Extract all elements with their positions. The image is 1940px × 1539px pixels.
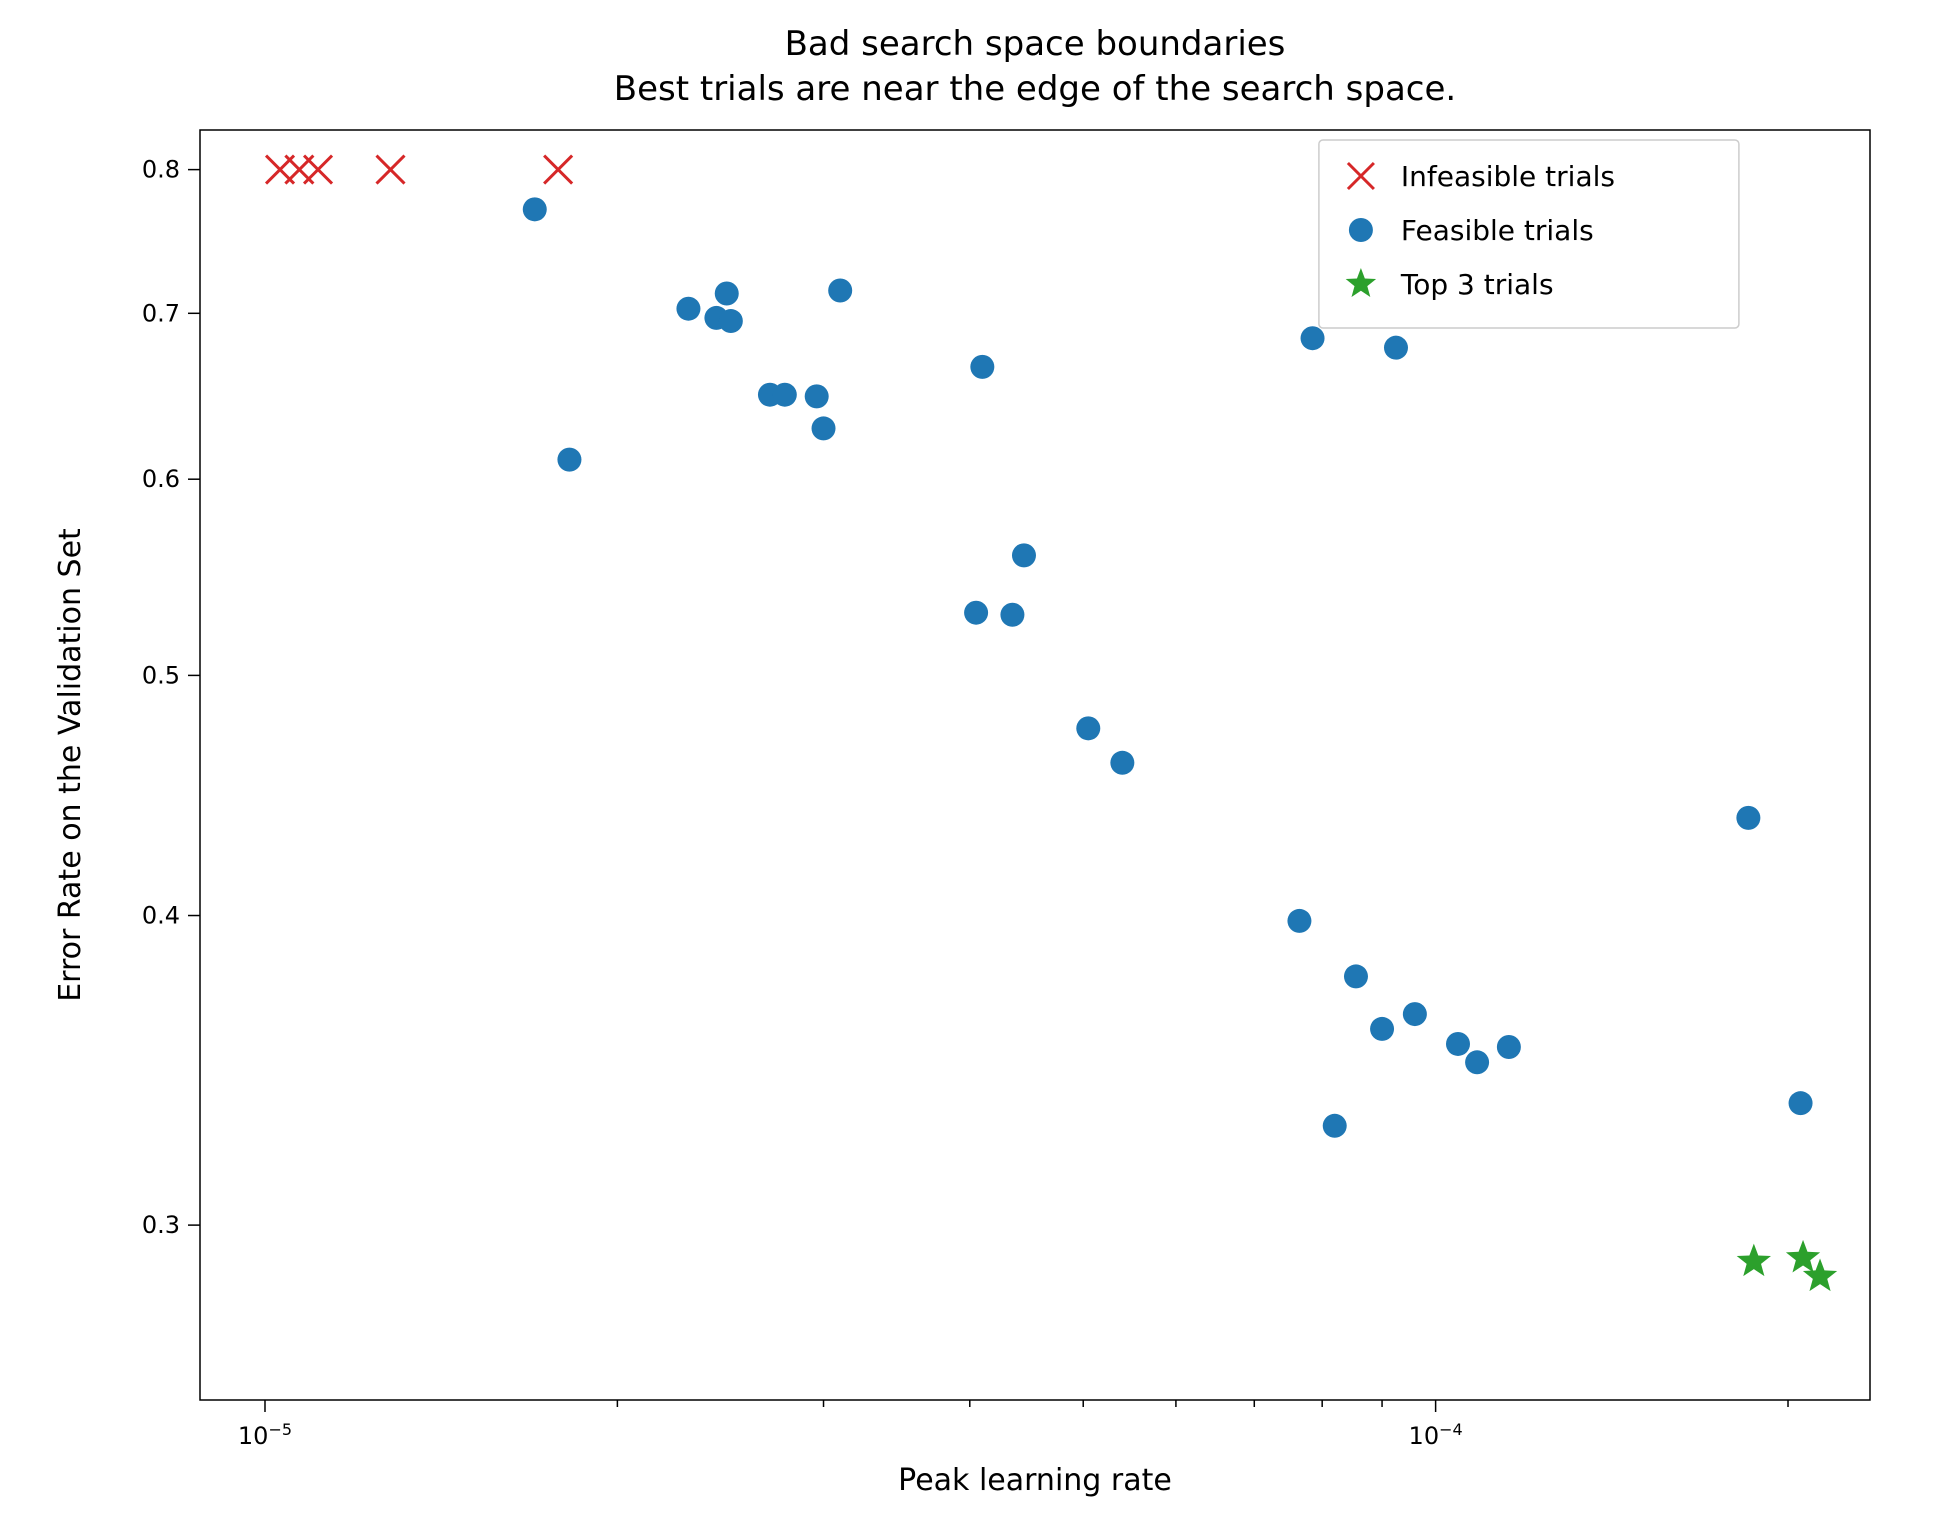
dot-marker [1465,1050,1489,1074]
y-tick-label: 0.8 [142,156,180,184]
dot-marker [719,309,743,333]
y-tick-label: 0.4 [142,902,180,930]
dot-marker [773,383,797,407]
dot-marker [715,282,739,306]
x-tick-label: 10−5 [238,1420,292,1451]
dot-marker [523,197,547,221]
chart-title-line2: Best trials are near the edge of the sea… [614,69,1456,109]
x-marker [304,156,332,184]
dot-marker [1497,1035,1521,1059]
dot-marker [1344,964,1368,988]
series-top3 [1737,1240,1837,1291]
chart-title-line1: Bad search space boundaries [785,24,1286,64]
dot-marker [557,448,581,472]
dot-marker [970,355,994,379]
y-tick-label: 0.5 [142,661,180,689]
x-tick-label: 10−4 [1409,1420,1463,1451]
dot-marker [1446,1032,1470,1056]
dot-marker [964,601,988,625]
star-marker [1786,1240,1820,1273]
dot-marker [1012,543,1036,567]
dot-marker [805,384,829,408]
x-axis-label: Peak learning rate [898,1463,1172,1498]
dot-marker [1301,326,1325,350]
y-tick-label: 0.7 [142,299,180,327]
legend-item-label: Infeasible trials [1401,160,1615,193]
legend-item-label: Top 3 trials [1400,268,1554,301]
dot-marker [1000,603,1024,627]
legend: Infeasible trials Feasible trials Top 3 tr… [1319,140,1739,328]
dot-marker [1384,336,1408,360]
y-tick-label: 0.3 [142,1211,180,1239]
scatter-chart: 10−5 10−4 0.3 0.4 0.5 0.6 0.7 0.8 Peak learning … [0,0,1940,1539]
dot-marker [828,278,852,302]
dot-marker [1403,1002,1427,1026]
y-tick-label: 0.6 [142,465,180,493]
y-axis-label: Error Rate on the Validation Set [53,528,88,1002]
chart-container: 10−5 10−4 0.3 0.4 0.5 0.6 0.7 0.8 Peak learning … [0,0,1940,1539]
dot-marker [812,416,836,440]
dot-marker [1076,716,1100,740]
dot-marker [1370,1017,1394,1041]
series-feasible [523,197,1813,1137]
x-marker [544,156,572,184]
star-marker [1737,1244,1771,1277]
dot-marker [1789,1091,1813,1115]
x-marker [376,156,404,184]
legend-item-label: Feasible trials [1401,214,1594,247]
dot-marker [1323,1114,1347,1138]
dot-marker [676,297,700,321]
dot-marker [1287,909,1311,933]
dot-marker [1110,751,1134,775]
dot-marker [1736,806,1760,830]
dot-marker [1349,218,1373,242]
